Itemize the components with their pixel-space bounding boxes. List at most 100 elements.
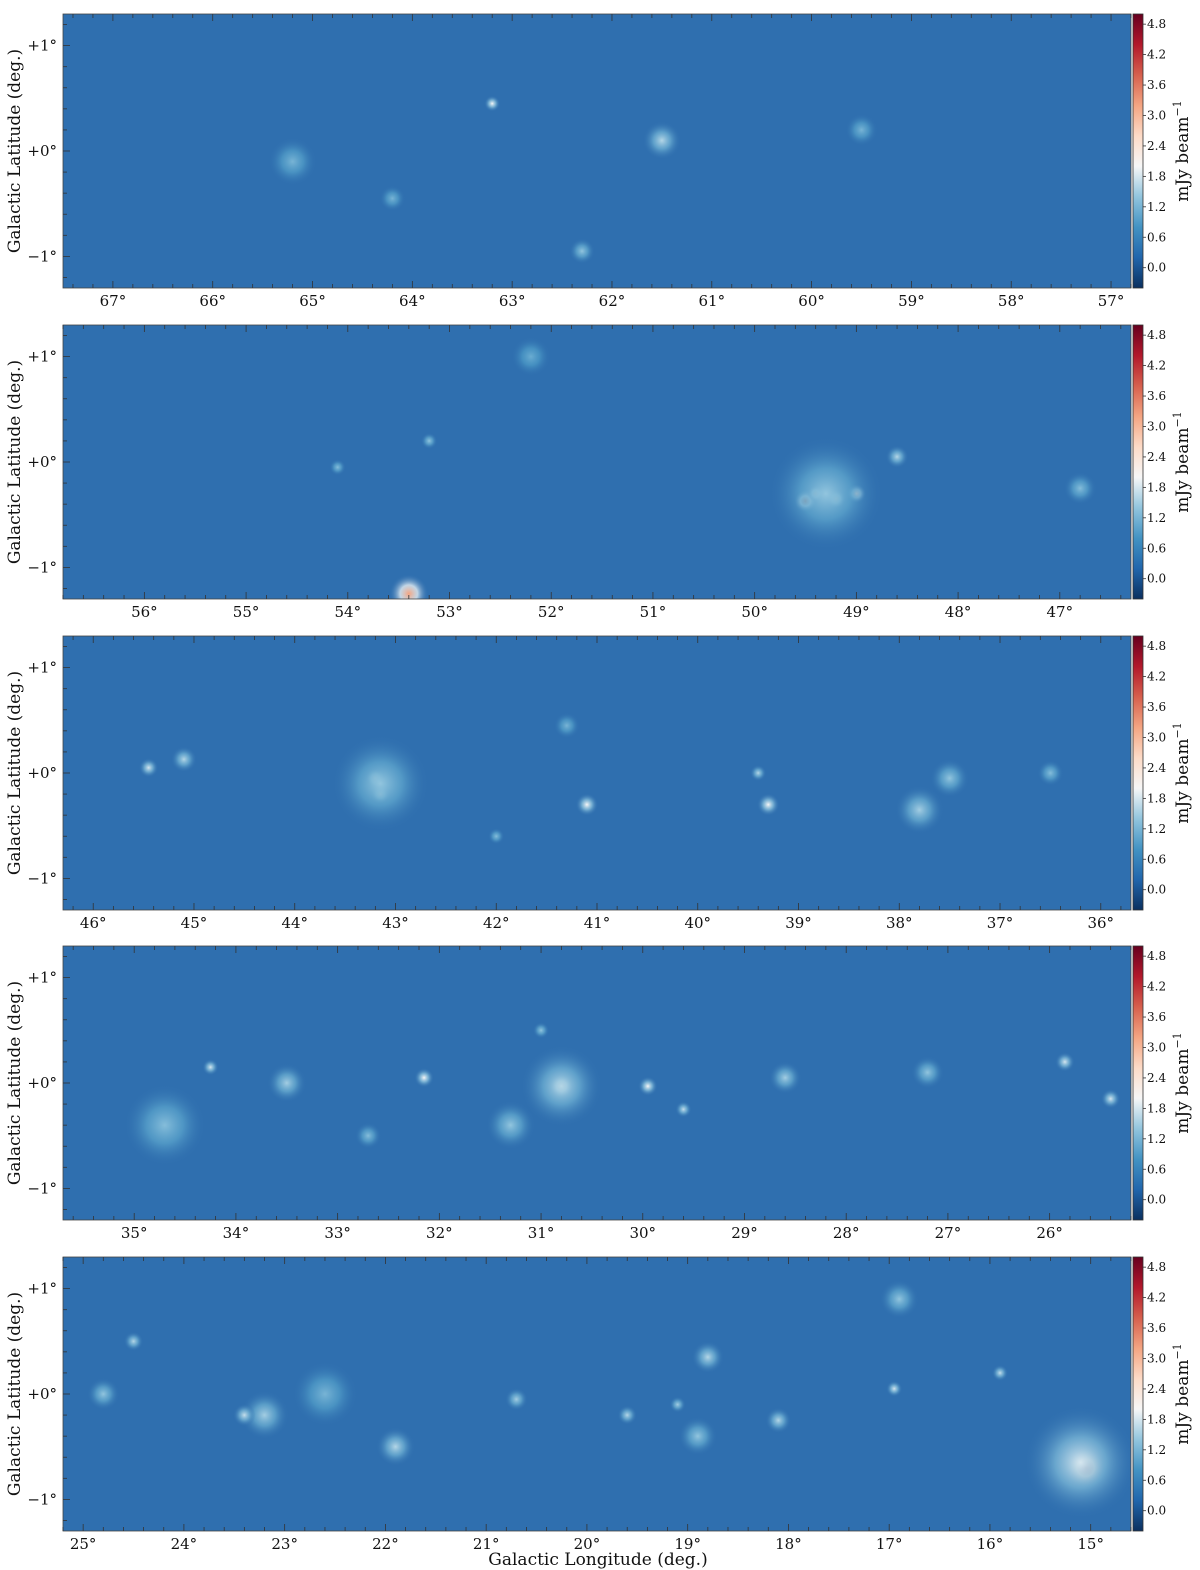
source-10	[421, 432, 438, 450]
colorbar-gradient	[1132, 1256, 1144, 1532]
y-tick-label: −1°	[27, 558, 57, 576]
source-9	[87, 1377, 120, 1411]
colorbar: 0.0 0.6 1.2 1.8 2.4 3.0 3.6 4.2 4.8 mJy beam−1	[1132, 1256, 1193, 1532]
source-11	[911, 1056, 944, 1089]
colorbar-tick-label: 1.2	[1147, 511, 1166, 525]
source-2	[642, 121, 682, 160]
colorbar-tick-label: 0.6	[1147, 852, 1166, 866]
colorbar: 0.0 0.6 1.2 1.8 2.4 3.0 3.6 4.2 4.8 mJy beam−1	[1132, 635, 1193, 911]
sources	[138, 712, 1064, 845]
colorbar-tick-label: 3.0	[1147, 419, 1166, 433]
x-tick-label: 61°	[698, 292, 725, 310]
source-6	[240, 1390, 289, 1440]
panel-5: 25° 24° 23° 22° 21° 20° 19° 18° 17° 16° 15° +1° +0° −…	[5, 1256, 1193, 1553]
source-1	[484, 95, 501, 112]
x-tick-label: 22°	[372, 1535, 399, 1553]
colorbar: 0.0 0.6 1.2 1.8 2.4 3.0 3.6 4.2 4.8 mJy beam−1	[1132, 324, 1193, 600]
source-3	[124, 1084, 206, 1166]
colorbar-gradient	[1132, 635, 1144, 911]
source-7	[233, 1403, 256, 1427]
source-15	[991, 1364, 1009, 1381]
y-tick-label: +1°	[27, 1280, 57, 1298]
colorbar-tick-label: 3.6	[1147, 1010, 1166, 1024]
colorbar-tick-label: 0.0	[1147, 261, 1166, 275]
colorbar-tick-label: 4.2	[1147, 1291, 1166, 1305]
colorbar-gradient	[1132, 13, 1144, 289]
x-tick-label: 17°	[876, 1535, 903, 1553]
y-tick-label: +0°	[27, 142, 57, 160]
colorbar-gradient	[1132, 324, 1144, 600]
x-tick-label: 41°	[584, 914, 611, 932]
x-ticks: 25° 24° 23° 22° 21° 20° 19° 18° 17° 16° 15°	[62, 1257, 1132, 1553]
y-tick-label: +0°	[27, 1385, 57, 1403]
colorbar-tick-label: 1.8	[1147, 1101, 1166, 1115]
x-tick-label: 24°	[171, 1535, 198, 1553]
source-4	[569, 238, 595, 264]
x-tick-label: 49°	[843, 603, 870, 621]
x-tick-label: 56°	[131, 603, 158, 621]
x-tick-label: 67°	[100, 292, 127, 310]
source-7	[1063, 472, 1097, 505]
source-8	[389, 574, 429, 599]
y-axis-label: Galactic Latitude (deg.)	[5, 49, 25, 253]
y-axis-label: Galactic Latitude (deg.)	[5, 981, 25, 1185]
colorbar-tick-label: 3.0	[1147, 1040, 1166, 1054]
source-5	[845, 113, 878, 146]
panel-2: 56° 55° 54° 53° 52° 51° 50° 49° 48° 47° +1° +0° −1°G…	[5, 324, 1193, 621]
colorbar-tick-label: 3.6	[1147, 78, 1166, 92]
colorbar-tick-label: 4.8	[1147, 949, 1166, 963]
x-tick-label: 33°	[324, 1224, 351, 1242]
source-8	[123, 1331, 144, 1351]
colorbar-tick-label: 3.0	[1147, 1351, 1166, 1365]
x-tick-label: 19°	[674, 1535, 701, 1553]
source-14	[886, 1380, 903, 1397]
x-tick-label: 47°	[1047, 603, 1074, 621]
x-tick-label: 31°	[528, 1224, 555, 1242]
x-tick-label: 37°	[987, 914, 1014, 932]
x-tick-label: 15°	[1077, 1535, 1104, 1553]
x-tick-label: 50°	[741, 603, 768, 621]
source-3	[332, 735, 429, 832]
colorbar-tick-label: 4.8	[1147, 328, 1166, 342]
colorbar-tick-label: 0.0	[1147, 883, 1166, 897]
source-10	[768, 1061, 802, 1095]
map-background	[63, 1257, 1131, 1531]
source-6	[575, 793, 599, 816]
colorbar-gradient	[1132, 945, 1144, 1221]
colorbar-tick-label: 0.0	[1147, 572, 1166, 586]
colorbar: 0.0 0.6 1.2 1.8 2.4 3.0 3.6 4.2 4.8 mJy beam−1	[1132, 945, 1193, 1221]
source-7	[756, 793, 780, 816]
map-background	[63, 636, 1131, 910]
sources	[87, 1279, 1131, 1519]
x-axis-label: Galactic Longitude (deg.)	[488, 1550, 707, 1570]
colorbar-tick-label: 3.6	[1147, 389, 1166, 403]
colorbar-tick-label: 1.2	[1147, 822, 1166, 836]
source-5	[768, 436, 883, 551]
x-tick-label: 36°	[1087, 914, 1114, 932]
source-9	[895, 785, 944, 835]
colorbar-tick-label: 0.0	[1147, 1193, 1166, 1207]
x-tick-label: 44°	[281, 914, 308, 932]
colorbar-tick-label: 1.8	[1147, 791, 1166, 805]
x-tick-label: 55°	[233, 603, 260, 621]
colorbar-tick-label: 4.2	[1147, 359, 1166, 373]
colorbar-tick-label: 2.4	[1147, 139, 1166, 153]
x-tick-label: 46°	[80, 914, 107, 932]
colorbar-tick-label: 0.6	[1147, 541, 1166, 555]
x-tick-label: 53°	[436, 603, 463, 621]
x-tick-label: 40°	[684, 914, 711, 932]
source-11	[1037, 760, 1064, 786]
source-6	[885, 445, 909, 469]
colorbar-tick-label: 3.6	[1147, 700, 1166, 714]
source-15	[532, 1022, 550, 1039]
x-tick-label: 35°	[121, 1224, 148, 1242]
y-axis-label: Galactic Latitude (deg.)	[5, 360, 25, 564]
y-ticks: +1° +0° −1°	[27, 646, 70, 900]
y-tick-label: −1°	[27, 869, 57, 887]
x-tick-label: 52°	[538, 603, 565, 621]
colorbar-tick-label: 2.4	[1147, 1071, 1166, 1085]
x-tick-label: 48°	[945, 603, 972, 621]
y-axis-label: Galactic Latitude (deg.)	[5, 1292, 25, 1496]
colorbar-tick-label: 3.0	[1147, 730, 1166, 744]
x-tick-label: 66°	[199, 292, 226, 310]
